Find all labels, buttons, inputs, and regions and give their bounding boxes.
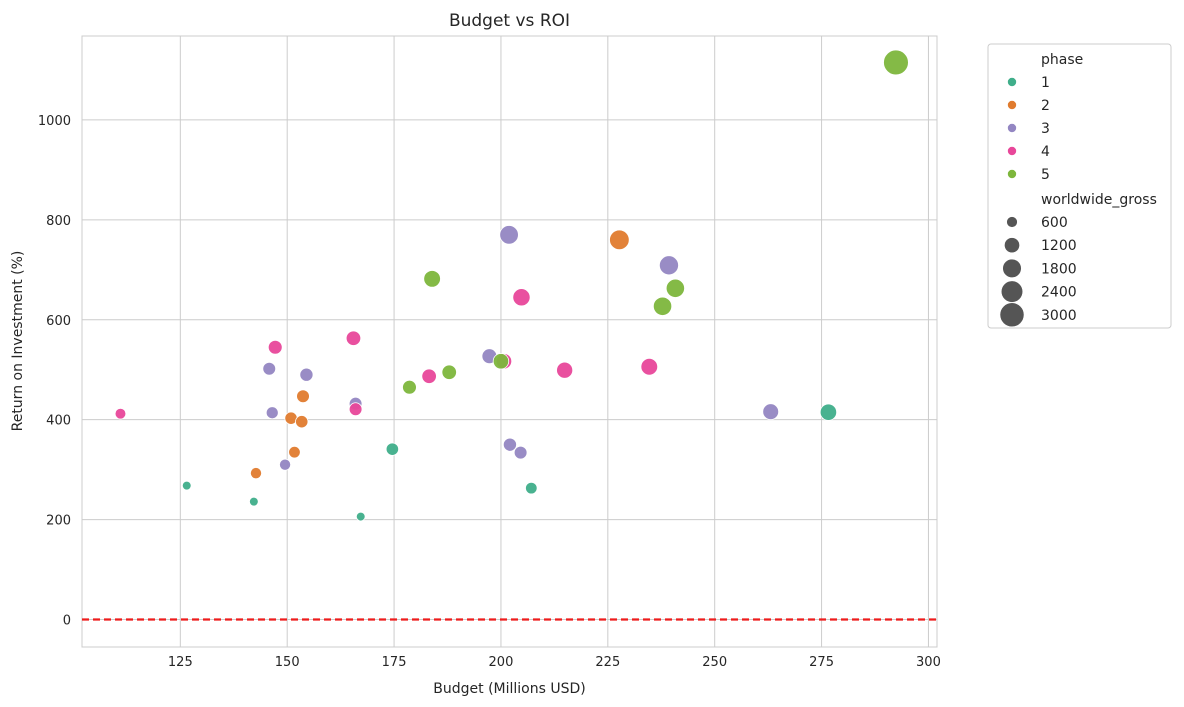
- x-tick-label: 250: [702, 655, 727, 670]
- scatter-point: [762, 403, 780, 421]
- scatter-point: [525, 481, 538, 495]
- x-tick-label: 175: [382, 655, 407, 670]
- scatter-point: [499, 225, 519, 245]
- legend-size-marker: [999, 302, 1025, 328]
- legend-size-label: 600: [1041, 215, 1068, 231]
- legend-size-marker: [1002, 258, 1022, 279]
- legend-phase-marker: [1007, 146, 1017, 156]
- legend-size-label: 1800: [1041, 261, 1077, 277]
- scatter-point: [348, 402, 363, 417]
- scatter-point: [492, 353, 510, 370]
- scatter-point: [502, 437, 517, 452]
- x-tick-label: 200: [489, 655, 514, 670]
- scatter-point: [423, 270, 441, 288]
- y-tick-label: 1000: [38, 114, 71, 129]
- scatter-point: [355, 511, 366, 522]
- legend-phase-label: 3: [1041, 121, 1050, 137]
- legend-phase-label: 1: [1041, 75, 1050, 91]
- legend-hue-title: phase: [1041, 52, 1083, 68]
- y-tick-label: 0: [63, 614, 71, 629]
- legend-phase-label: 4: [1041, 144, 1050, 160]
- scatter-point: [652, 296, 673, 316]
- scatter-point: [279, 458, 292, 471]
- y-tick-label: 400: [46, 414, 71, 429]
- y-tick-label: 800: [46, 214, 71, 229]
- scatter-point: [296, 389, 310, 404]
- scatter-point: [513, 445, 528, 460]
- legend-size-label: 2400: [1041, 285, 1077, 301]
- legend: phase 1 2 3 4 5 worldwide_gross 600 1200 1800 2…: [987, 43, 1172, 329]
- legend-phase-label: 5: [1041, 167, 1050, 183]
- legend-frame: [987, 43, 1172, 329]
- legend-size-marker: [1006, 216, 1018, 228]
- legend-size-label: 3000: [1041, 308, 1077, 324]
- scatter-point: [181, 480, 192, 491]
- x-tick-label: 300: [916, 655, 941, 670]
- x-axis-label: Budget (Millions USD): [433, 681, 585, 697]
- x-tick-label: 275: [809, 655, 834, 670]
- legend-phase-marker: [1007, 123, 1017, 133]
- scatter-point: [114, 407, 127, 420]
- legend-phase-marker: [1007, 169, 1017, 179]
- data-points: [114, 49, 909, 522]
- scatter-point: [295, 415, 309, 429]
- y-tick-label: 200: [46, 514, 71, 529]
- scatter-point: [421, 368, 437, 384]
- legend-size-title: worldwide_gross: [1041, 192, 1157, 208]
- legend-size-marker: [1004, 237, 1020, 254]
- legend-size-label: 1200: [1041, 238, 1077, 254]
- legend-size-marker: [1000, 280, 1024, 303]
- y-tick-label: 600: [46, 314, 71, 329]
- legend-phase-label: 2: [1041, 98, 1050, 114]
- x-tick-labels: 125 150 175 200 225 250 275 300: [168, 655, 941, 670]
- y-axis-label: Return on Investment (%): [10, 251, 26, 432]
- scatter-point: [249, 496, 259, 507]
- scatter-point: [299, 367, 314, 382]
- scatter-point: [288, 445, 301, 459]
- scatter-point: [640, 357, 659, 376]
- scatter-point: [819, 403, 838, 421]
- legend-phase-marker: [1007, 77, 1017, 87]
- scatter-point: [345, 330, 362, 346]
- scatter-point: [665, 278, 685, 298]
- grid-lines: [82, 36, 937, 647]
- scatter-point: [385, 442, 399, 456]
- scatter-point: [441, 364, 457, 380]
- legend-hue-items: 1 2 3 4 5: [1007, 75, 1050, 183]
- scatter-point: [609, 229, 630, 251]
- plot-area: [81, 35, 938, 648]
- scatter-point: [402, 379, 417, 395]
- legend-size-items: 600 1200 1800 2400 3000: [999, 215, 1077, 328]
- scatter-point: [512, 288, 531, 307]
- scatter-point: [658, 255, 679, 276]
- scatter-point: [249, 467, 263, 480]
- y-tick-labels: 0 200 400 600 800 1000: [38, 114, 71, 629]
- scatter-point: [883, 49, 909, 76]
- x-tick-label: 150: [275, 655, 300, 670]
- scatter-point: [267, 339, 283, 355]
- scatter-point: [556, 361, 574, 379]
- legend-phase-marker: [1007, 100, 1017, 110]
- chart-title: Budget vs ROI: [449, 11, 570, 31]
- x-tick-label: 225: [595, 655, 620, 670]
- x-tick-label: 125: [168, 655, 193, 670]
- scatter-point: [262, 361, 277, 376]
- scatter-point: [265, 406, 279, 420]
